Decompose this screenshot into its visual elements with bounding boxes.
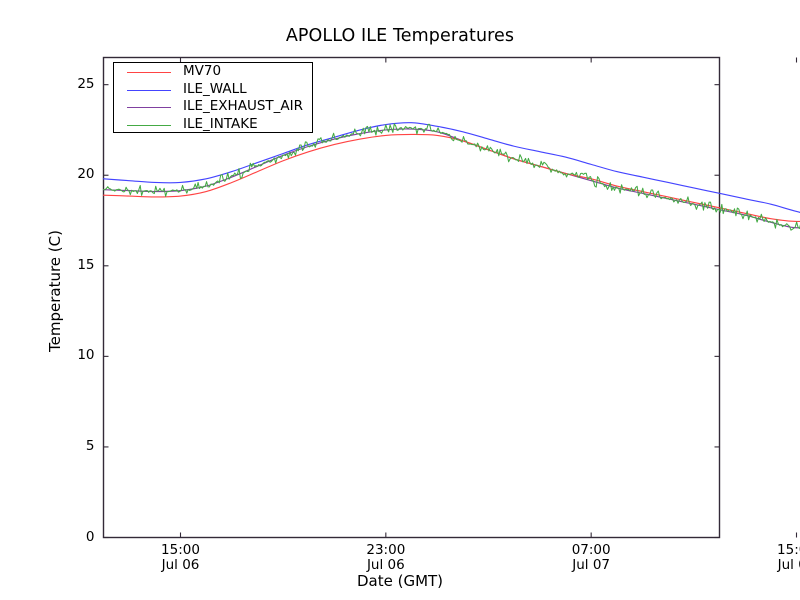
y-tick-label: 25 (77, 75, 95, 92)
x-tick-time: 15:00 (161, 541, 200, 558)
x-tick-label: 15:00 Jul 06 (121, 541, 241, 574)
chart-legend: MV70 ILE_WALL ILE_EXHAUST_AIR ILE_INTAKE (113, 62, 313, 133)
legend-swatch-ile-wall (127, 89, 171, 91)
axis-ticks (103, 57, 798, 539)
legend-swatch-ile-exhaust-air (127, 107, 171, 108)
series-line-ile-intake (102, 123, 800, 231)
y-tick-label: 20 (77, 166, 95, 183)
legend-label-mv70: MV70 (183, 63, 222, 79)
x-tick-label: 23:00 Jul 06 (326, 541, 446, 574)
y-tick-label: 10 (77, 347, 95, 364)
legend-item-ile-intake: ILE_INTAKE (114, 115, 312, 134)
x-tick-date: Jul 07 (777, 557, 800, 573)
legend-label-ile-intake: ILE_INTAKE (183, 115, 258, 132)
y-tick-label: 15 (77, 256, 95, 273)
series-line-ile-wall (102, 122, 800, 213)
plot-frame (102, 56, 721, 539)
legend-swatch-ile-intake (127, 124, 171, 126)
x-axis-label: Date (GMT) (356, 572, 444, 590)
y-axis-label: Temperature (C) (46, 230, 64, 352)
legend-item-ile-wall: ILE_WALL (114, 80, 312, 99)
chart-title: APOLLO ILE Temperatures (285, 26, 515, 46)
x-tick-date: Jul 06 (366, 557, 405, 573)
y-tick-label: 5 (85, 437, 95, 454)
legend-swatch-mv70 (127, 72, 171, 73)
legend-item-ile-exhaust-air: ILE_EXHAUST_AIR (114, 98, 312, 116)
legend-label-ile-wall: ILE_WALL (183, 80, 247, 97)
legend-item-mv70: MV70 (114, 63, 312, 81)
legend-label-ile-exhaust-air: ILE_EXHAUST_AIR (183, 98, 303, 114)
x-tick-date: Jul 06 (161, 557, 200, 573)
x-tick-date: Jul 07 (572, 557, 611, 573)
x-tick-label: 07:00 Jul 07 (531, 541, 651, 574)
x-tick-time: 15:00 (777, 541, 800, 558)
x-tick-time: 23:00 (366, 541, 406, 558)
y-tick-label: 0 (85, 528, 95, 545)
x-tick-time: 07:00 (571, 541, 611, 558)
